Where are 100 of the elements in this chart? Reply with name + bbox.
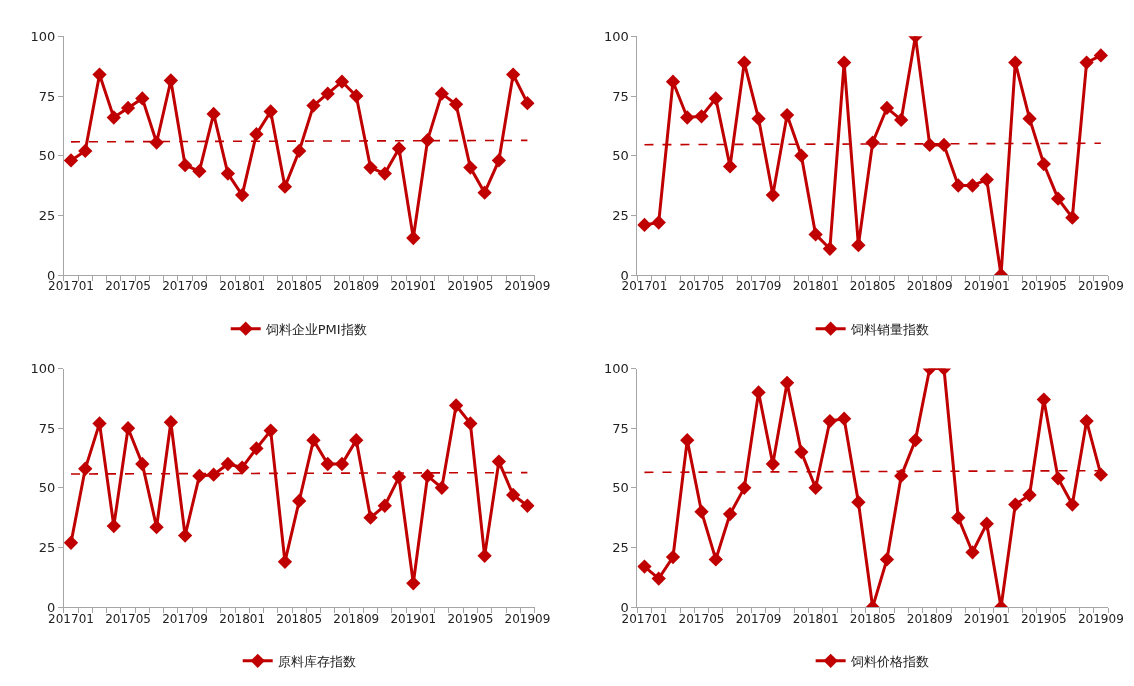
- point: [1079, 413, 1094, 429]
- point: [1022, 111, 1037, 126]
- y-tick-label: 50: [612, 148, 629, 164]
- point: [794, 444, 809, 460]
- point: [680, 110, 695, 125]
- x-tick-label: 201901: [390, 279, 437, 294]
- y-tick-label: 100: [30, 361, 56, 377]
- y-tick-label: 75: [612, 88, 629, 104]
- x-tick-label: 201809: [333, 611, 380, 626]
- point: [320, 456, 335, 472]
- point: [722, 159, 738, 174]
- x-tick-label: 201901: [390, 611, 437, 626]
- point: [936, 137, 952, 153]
- point: [63, 153, 79, 168]
- point: [979, 172, 994, 187]
- point: [694, 504, 709, 519]
- point: [708, 552, 723, 567]
- legend-label: 饲料销量指数: [849, 321, 929, 337]
- point: [808, 227, 823, 242]
- x-tick-label: 201905: [447, 279, 494, 294]
- point: [306, 98, 321, 113]
- point: [406, 576, 421, 591]
- point: [1065, 210, 1080, 225]
- point: [220, 456, 236, 472]
- point: [822, 413, 838, 429]
- point: [377, 498, 392, 513]
- point: [1036, 392, 1051, 407]
- point: [651, 215, 666, 230]
- point: [235, 187, 250, 203]
- point: [377, 166, 392, 181]
- point: [894, 112, 909, 128]
- y-tick-label: 50: [612, 480, 629, 496]
- point: [894, 468, 909, 484]
- point: [391, 469, 407, 485]
- x-tick-label: 201709: [162, 279, 209, 294]
- point: [249, 127, 264, 142]
- point: [851, 238, 866, 253]
- point: [177, 528, 193, 543]
- point: [63, 535, 79, 550]
- x-tick-label: 201905: [1020, 279, 1067, 294]
- point: [965, 545, 980, 560]
- x-tick-label: 201805: [276, 279, 323, 294]
- x-tick-label: 201709: [735, 279, 782, 294]
- point: [320, 86, 335, 101]
- point: [1050, 471, 1066, 486]
- point: [163, 73, 178, 88]
- point: [277, 554, 293, 569]
- point: [908, 432, 923, 448]
- point: [192, 164, 207, 179]
- point: [106, 110, 121, 125]
- point: [349, 432, 364, 448]
- x-tick-label: 201705: [105, 279, 151, 294]
- x-tick-label: 201905: [1020, 611, 1067, 626]
- point: [637, 559, 652, 574]
- point: [163, 415, 178, 430]
- x-tick-label: 201705: [678, 279, 725, 294]
- point: [78, 461, 93, 476]
- point: [779, 107, 795, 123]
- point: [1079, 55, 1094, 70]
- x-tick-label: 201701: [621, 279, 668, 294]
- point: [1065, 497, 1080, 512]
- point: [420, 468, 435, 484]
- x-tick-label: 201909: [504, 611, 551, 626]
- y-tick-label: 75: [38, 88, 56, 104]
- point: [520, 498, 535, 513]
- point: [391, 141, 407, 156]
- x-tick-label: 201801: [792, 279, 839, 294]
- point: [292, 493, 307, 509]
- point: [979, 516, 994, 531]
- x-tick-label: 201809: [333, 279, 380, 294]
- point: [665, 74, 681, 89]
- point: [263, 423, 278, 438]
- point: [120, 100, 136, 116]
- x-tick-label: 201809: [906, 611, 953, 626]
- point: [1050, 191, 1066, 206]
- point: [448, 97, 464, 112]
- point: [794, 148, 809, 163]
- point: [277, 179, 293, 194]
- point: [836, 411, 852, 426]
- x-tick-label: 201801: [219, 611, 266, 626]
- y-tick-label: 100: [30, 28, 56, 44]
- point: [1093, 467, 1108, 482]
- point: [448, 398, 464, 413]
- point: [1022, 487, 1037, 503]
- point: [722, 506, 738, 522]
- x-tick-label: 201805: [849, 611, 896, 626]
- y-tick-label: 50: [38, 148, 56, 164]
- point: [965, 178, 980, 193]
- point: [477, 548, 492, 564]
- x-tick-label: 201901: [963, 279, 1010, 294]
- point: [249, 441, 264, 456]
- point: [149, 520, 164, 535]
- point: [463, 416, 478, 431]
- point: [506, 487, 521, 503]
- y-tick-label: 25: [38, 207, 56, 223]
- point: [879, 100, 895, 116]
- legend-label: 饲料企业PMI指数: [264, 321, 367, 337]
- point: [680, 432, 695, 448]
- point: [506, 67, 521, 82]
- point: [851, 495, 866, 510]
